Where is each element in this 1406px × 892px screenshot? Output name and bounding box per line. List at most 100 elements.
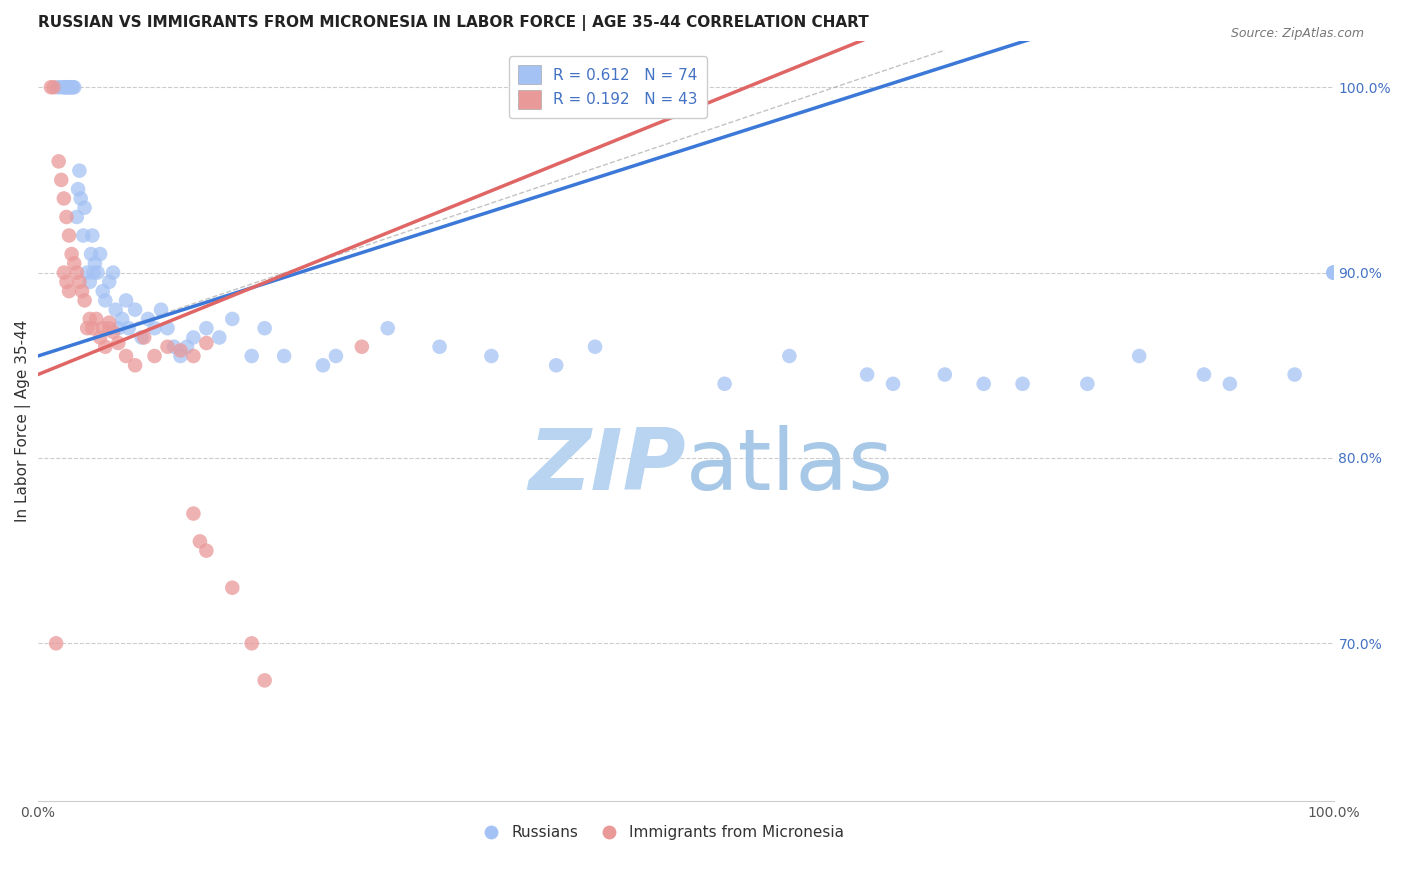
Point (169, 343, 191, 358)
Point (84, 256, 107, 270)
Point (63, 80, 86, 95)
Point (76, 266, 98, 280)
Point (58, 80, 80, 95)
Point (1219, 376, 1241, 391)
Point (169, 349, 191, 363)
Point (55, 80, 77, 95)
Point (84, 312, 107, 326)
Point (183, 507, 205, 521)
Point (76, 321, 98, 335)
Point (39, 80, 62, 95)
Point (429, 340, 451, 354)
Y-axis label: In Labor Force | Age 35-44: In Labor Force | Age 35-44 (15, 319, 31, 522)
Point (221, 312, 243, 326)
Point (94, 293, 117, 308)
Point (583, 340, 606, 354)
Point (150, 302, 173, 317)
Point (479, 349, 502, 363)
Point (104, 302, 127, 317)
Point (195, 321, 218, 335)
Point (98, 321, 121, 335)
Point (72, 228, 94, 243)
Point (52, 80, 75, 95)
Point (45, 636, 67, 650)
Point (1076, 376, 1098, 391)
Point (882, 376, 904, 391)
Point (253, 321, 276, 335)
Text: atlas: atlas (686, 425, 894, 508)
Point (377, 321, 399, 335)
Point (101, 325, 124, 339)
Point (53, 80, 76, 95)
Point (42, 80, 65, 95)
Point (325, 349, 347, 363)
Point (62, 80, 84, 95)
Point (143, 321, 166, 335)
Point (66, 266, 89, 280)
Point (80, 247, 103, 261)
Point (124, 359, 146, 373)
Point (89, 247, 111, 261)
Point (136, 312, 159, 326)
Point (273, 349, 295, 363)
Point (134, 330, 156, 344)
Point (1192, 368, 1215, 382)
Point (546, 359, 568, 373)
Point (98, 275, 121, 289)
Point (240, 349, 263, 363)
Point (934, 368, 956, 382)
Point (1322, 266, 1344, 280)
Point (58, 284, 80, 298)
Point (117, 321, 139, 335)
Point (82, 228, 104, 243)
Point (58, 228, 80, 243)
Point (94, 340, 117, 354)
Point (131, 330, 153, 344)
Point (350, 340, 373, 354)
Point (221, 581, 243, 595)
Point (253, 673, 276, 688)
Point (1284, 368, 1306, 382)
Legend: Russians, Immigrants from Micronesia: Russians, Immigrants from Micronesia (470, 819, 849, 847)
Point (82, 321, 104, 335)
Text: RUSSIAN VS IMMIGRANTS FROM MICRONESIA IN LABOR FORCE | AGE 35-44 CORRELATION CHA: RUSSIAN VS IMMIGRANTS FROM MICRONESIA IN… (38, 15, 869, 31)
Point (60, 80, 83, 95)
Point (79, 275, 101, 289)
Point (1322, 266, 1344, 280)
Point (55, 275, 77, 289)
Point (143, 349, 166, 363)
Point (195, 336, 218, 351)
Point (59, 80, 82, 95)
Point (1322, 266, 1344, 280)
Point (1011, 376, 1033, 391)
Point (101, 266, 124, 280)
Point (67, 163, 90, 178)
Point (89, 330, 111, 344)
Point (115, 349, 138, 363)
Point (46, 80, 69, 95)
Point (52, 266, 75, 280)
Point (240, 636, 263, 650)
Point (67, 182, 90, 196)
Point (156, 321, 179, 335)
Point (91, 284, 114, 298)
Point (98, 316, 121, 330)
Point (51, 173, 73, 187)
Point (63, 256, 86, 270)
Point (83, 266, 105, 280)
Point (111, 312, 134, 326)
Point (124, 302, 146, 317)
Text: ZIP: ZIP (529, 425, 686, 508)
Point (56, 80, 79, 95)
Point (52, 191, 75, 205)
Point (48, 154, 70, 169)
Point (73, 201, 96, 215)
Point (163, 340, 186, 354)
Point (778, 349, 800, 363)
Point (183, 330, 205, 344)
Point (1128, 349, 1150, 363)
Point (86, 266, 108, 280)
Point (188, 534, 211, 549)
Point (91, 321, 114, 335)
Point (60, 247, 83, 261)
